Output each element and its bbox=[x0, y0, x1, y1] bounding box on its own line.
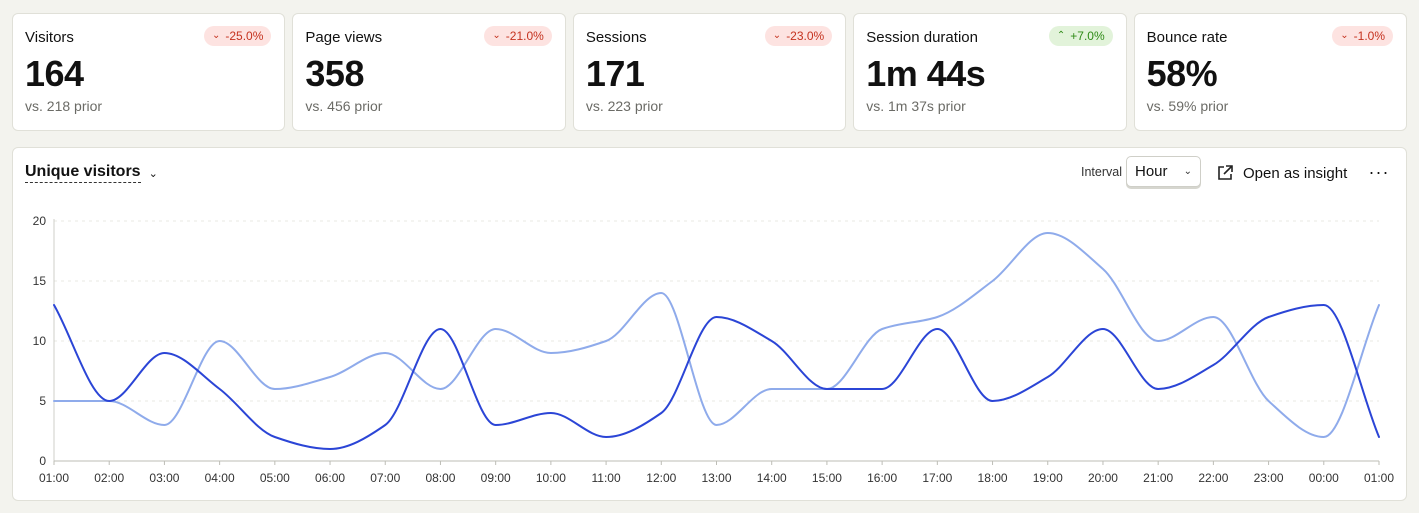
stat-value: 58% bbox=[1146, 53, 1218, 94]
open-as-insight-label: Open as insight bbox=[1243, 164, 1348, 182]
change-value: -25.0% bbox=[225, 29, 264, 43]
change-badge: ⌄ -21.0% bbox=[484, 26, 552, 46]
change-badge: ⌃ +7.0% bbox=[1048, 26, 1113, 46]
x-tick-label: 10:00 bbox=[536, 471, 566, 485]
x-tick-label: 14:00 bbox=[757, 471, 787, 485]
change-value: -1.0% bbox=[1353, 29, 1386, 43]
x-tick-label: 21:00 bbox=[1143, 471, 1173, 485]
x-tick-label: 04:00 bbox=[205, 471, 235, 485]
stat-prior: vs. 1m 37s prior bbox=[866, 98, 966, 114]
stat-card: Session duration ⌃ +7.0% 1m 44s vs. 1m 37s p… bbox=[853, 13, 1127, 131]
interval-value: Hour bbox=[1135, 163, 1168, 180]
stat-prior: vs. 218 prior bbox=[25, 98, 103, 114]
x-tick-label: 22:00 bbox=[1198, 471, 1228, 485]
stat-label: Visitors bbox=[25, 29, 74, 46]
external-link-icon bbox=[1216, 164, 1234, 182]
stat-label: Sessions bbox=[585, 29, 647, 46]
x-tick-label: 19:00 bbox=[1033, 471, 1063, 485]
x-tick-label: 09:00 bbox=[481, 471, 511, 485]
interval-select[interactable]: Hour ⌄ bbox=[1126, 156, 1201, 187]
unique-visitors-chart-card: Unique visitors ⌄ Interval Hour ⌄ Open a… bbox=[12, 147, 1407, 501]
x-tick-label: 01:00 bbox=[39, 471, 69, 485]
chevron-up-icon: ⌃ bbox=[1056, 30, 1066, 41]
stat-card: Bounce rate ⌄ -1.0% 58% vs. 59% prior bbox=[1133, 13, 1408, 131]
x-tick-label: 07:00 bbox=[370, 471, 400, 485]
x-tick-label: 08:00 bbox=[425, 471, 455, 485]
unique-visitors-line-chart: 0 5 10 15 20 01:00 02:00 03:00 04:00 05:00 06:00 07… bbox=[33, 214, 1395, 485]
x-tick-label: 13:00 bbox=[701, 471, 731, 485]
change-value: +7.0% bbox=[1070, 29, 1105, 43]
x-tick-label: 17:00 bbox=[922, 471, 952, 485]
x-tick-label: 15:00 bbox=[812, 471, 842, 485]
more-options-button[interactable]: ··· bbox=[1365, 160, 1393, 184]
x-tick-label: 12:00 bbox=[646, 471, 676, 485]
chevron-down-icon: ⌄ bbox=[492, 30, 501, 41]
chevron-down-icon: ⌄ bbox=[1183, 166, 1192, 177]
chart-title-dropdown[interactable]: Unique visitors ⌄ bbox=[25, 163, 158, 183]
current-series-line bbox=[53, 304, 1380, 450]
stat-label: Session duration bbox=[866, 29, 978, 46]
x-tick-label: 20:00 bbox=[1088, 471, 1118, 485]
change-badge: ⌄ -1.0% bbox=[1332, 26, 1394, 46]
open-as-insight-button[interactable]: Open as insight bbox=[1216, 162, 1347, 184]
chevron-down-icon: ⌄ bbox=[772, 30, 782, 41]
stat-prior: vs. 59% prior bbox=[1146, 98, 1229, 114]
stat-prior: vs. 456 prior bbox=[305, 98, 383, 114]
x-tick-label: 03:00 bbox=[149, 471, 179, 485]
stat-card: Visitors ⌄ -25.0% 164 vs. 218 prior bbox=[12, 13, 286, 131]
change-badge: ⌄ -23.0% bbox=[764, 26, 833, 46]
stat-value: 1m 44s bbox=[866, 53, 986, 94]
stat-label: Bounce rate bbox=[1146, 29, 1228, 46]
chevron-down-icon: ⌄ bbox=[148, 167, 158, 180]
stat-value: 171 bbox=[585, 53, 645, 94]
change-value: -21.0% bbox=[505, 29, 544, 43]
x-tick-label: 00:00 bbox=[1309, 471, 1339, 485]
chart-title: Unique visitors bbox=[25, 163, 141, 183]
x-tick-label: 11:00 bbox=[592, 471, 621, 485]
stat-value: 358 bbox=[305, 53, 364, 94]
chevron-down-icon: ⌄ bbox=[1340, 30, 1349, 41]
x-tick-label: 18:00 bbox=[978, 471, 1008, 485]
stat-prior: vs. 223 prior bbox=[585, 98, 663, 114]
y-tick-label: 0 bbox=[39, 454, 46, 468]
x-tick-label: 23:00 bbox=[1254, 471, 1284, 485]
stats-row: Visitors ⌄ -25.0% 164 vs. 218 prior Page view… bbox=[12, 13, 1408, 131]
x-tick-label: 01:00 bbox=[1364, 471, 1394, 485]
y-tick-label: 5 bbox=[39, 394, 46, 408]
x-tick-label: 05:00 bbox=[260, 471, 290, 485]
stat-label: Page views bbox=[305, 29, 383, 46]
y-tick-label: 10 bbox=[33, 334, 47, 348]
more-horizontal-icon: ··· bbox=[1368, 161, 1390, 182]
change-badge: ⌄ -25.0% bbox=[203, 26, 272, 46]
y-tick-label: 15 bbox=[33, 274, 47, 288]
previous-series-line bbox=[53, 232, 1380, 438]
x-tick-label: 02:00 bbox=[94, 471, 124, 485]
x-tick-label: 06:00 bbox=[315, 471, 345, 485]
interval-label: Interval bbox=[1081, 165, 1122, 179]
chevron-down-icon: ⌄ bbox=[211, 30, 221, 41]
stat-card: Sessions ⌄ -23.0% 171 vs. 223 prior bbox=[572, 13, 847, 131]
change-value: -23.0% bbox=[786, 29, 825, 43]
stat-value: 164 bbox=[25, 53, 84, 94]
stat-card: Page views ⌄ -21.0% 358 vs. 456 prior bbox=[292, 13, 566, 131]
y-tick-label: 20 bbox=[33, 214, 47, 228]
x-tick-label: 16:00 bbox=[867, 471, 897, 485]
